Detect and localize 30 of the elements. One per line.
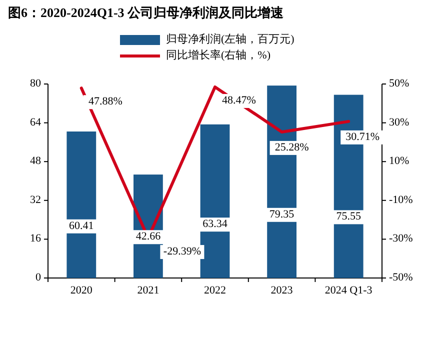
y-tick-label: 48 [30, 155, 42, 168]
legend-label: 同比增长率(右轴，%) [166, 48, 271, 62]
y2-tick-label: 50% [389, 78, 410, 90]
data-label: 75.55 [336, 210, 362, 223]
legend-label: 归母净利润(左轴，百万元) [166, 32, 295, 46]
x-tick-label: 2021 [137, 284, 160, 297]
y2-tick-label: -30% [389, 232, 413, 245]
data-label: 47.88% [88, 96, 122, 108]
y-tick-label: 32 [30, 194, 41, 206]
data-label: 25.28% [274, 141, 309, 154]
y2-tick-label: 10% [389, 155, 410, 168]
x-tick-label: 2020 [70, 284, 93, 297]
y-tick-label: 64 [30, 116, 42, 128]
y2-tick-label: 30% [389, 116, 410, 128]
data-label: 60.41 [69, 220, 94, 232]
data-label: 79.35 [269, 208, 295, 220]
y2-tick-label: -10% [389, 194, 413, 206]
data-label: 63.34 [202, 218, 228, 230]
chart-title: 图6：2020-2024Q1-3 公司归母净利润及同比增速 [8, 4, 285, 20]
y-tick-label: 80 [30, 78, 42, 90]
data-label: -29.39% [163, 246, 201, 258]
y-tick-label: 0 [36, 272, 42, 284]
data-label: 30.71% [346, 130, 380, 143]
data-label: 48.47% [222, 94, 256, 106]
y-tick-label: 16 [30, 232, 42, 245]
x-tick-label: 2024 Q1-3 [324, 284, 373, 297]
y2-tick-label: -50% [389, 272, 413, 284]
x-tick-label: 2023 [270, 284, 294, 297]
bar [66, 132, 96, 278]
x-tick-label: 2022 [204, 284, 226, 297]
